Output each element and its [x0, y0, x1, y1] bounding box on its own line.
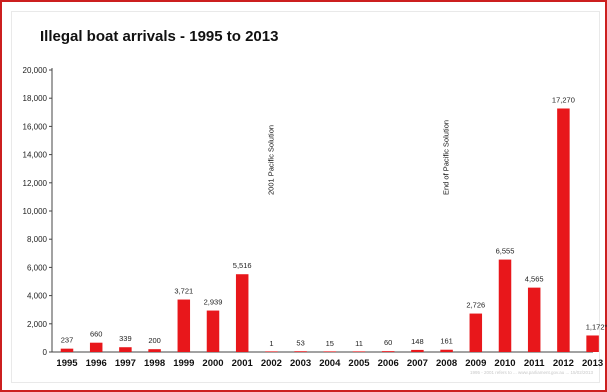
y-tick-label: 16,000: [23, 122, 48, 131]
data-label: 2,939: [204, 298, 223, 307]
chart-axes: 0 2,000 4,000 6,000 8,000 10,000 12,000 14,000 1…: [23, 66, 593, 357]
chart-title: Illegal boat arrivals - 1995 to 2013: [40, 28, 279, 45]
y-tick-label: 12,000: [23, 179, 48, 188]
x-tick-label: 2008: [436, 358, 457, 369]
bar-1997: [119, 347, 132, 352]
y-tick-label: 20,000: [23, 66, 48, 75]
x-tick-label: 2001: [232, 358, 254, 369]
bar-2010: [498, 259, 512, 352]
data-label: 2,726: [466, 301, 485, 310]
x-tick-label: 2002: [261, 358, 282, 369]
x-tick-label: 2007: [407, 358, 428, 369]
annotation-label: End of Pacific Solution: [442, 120, 451, 195]
bar-2004: [323, 351, 337, 352]
bar-2005: [352, 351, 366, 352]
bar-2011: [527, 287, 541, 352]
data-label: 148: [411, 337, 424, 346]
bar-2007: [411, 349, 424, 352]
data-label: 5,516: [233, 261, 252, 270]
bar-2013: [586, 335, 599, 352]
data-label: 11: [355, 339, 363, 348]
bar-1998: [148, 349, 161, 352]
bar-1996: [89, 342, 103, 352]
data-label: 15: [326, 339, 334, 348]
data-label: 339: [119, 334, 132, 343]
data-label: 60: [384, 338, 392, 347]
y-tick-label: 10,000: [23, 207, 48, 216]
chart-labels: 1995 237 1996 660 1997 339 1998 200 1999 3,721 200…: [56, 95, 607, 375]
bar-2000: [206, 310, 220, 352]
x-tick-label: 1995: [56, 358, 78, 369]
x-tick-label: 1999: [173, 358, 194, 369]
data-label: 1: [269, 339, 273, 348]
y-tick-label: 14,000: [23, 151, 48, 160]
data-label: 6,555: [496, 247, 515, 256]
y-tick-label: 6,000: [27, 263, 48, 272]
x-tick-label: 1997: [115, 358, 136, 369]
bar-2012: [557, 108, 570, 352]
bar-1999: [177, 299, 191, 352]
bar-2002: [265, 351, 278, 352]
x-tick-label: 2013: [582, 358, 603, 369]
x-tick-label: 2010: [494, 358, 515, 369]
data-label: 200: [148, 336, 161, 345]
y-tick-label: 8,000: [27, 235, 48, 244]
x-tick-label: 2009: [465, 358, 486, 369]
x-tick-label: 2004: [319, 358, 341, 369]
bar-2009: [469, 313, 483, 352]
y-tick-label: 0: [43, 348, 48, 357]
bar-2001: [235, 274, 249, 352]
annotation-label: 2001 Pacific Solution: [266, 125, 275, 195]
x-tick-label: 2006: [378, 358, 399, 369]
data-label: 3,721: [174, 287, 193, 296]
data-label: 237: [61, 336, 74, 345]
data-label: 4,565: [525, 275, 544, 284]
y-tick-label: 2,000: [27, 320, 48, 329]
data-label: 161: [440, 337, 453, 346]
data-label: 17,270: [552, 95, 575, 104]
footer-note: 1995 - 2001 refers to ... www.parliament…: [470, 370, 593, 375]
bar-2006: [381, 351, 395, 352]
bar-2003: [294, 351, 307, 352]
x-tick-label: 2005: [348, 358, 370, 369]
bar-2008: [440, 349, 453, 352]
y-tick-label: 18,000: [23, 94, 48, 103]
data-label: 660: [90, 330, 103, 339]
y-tick-label: 4,000: [27, 292, 48, 301]
bar-1995: [60, 348, 74, 352]
x-tick-label: 2003: [290, 358, 311, 369]
x-tick-label: 2000: [202, 358, 223, 369]
x-tick-label: 2012: [553, 358, 574, 369]
x-tick-label: 1996: [86, 358, 107, 369]
x-tick-label: 2011: [524, 358, 545, 369]
data-label: 1,172*: [586, 322, 607, 331]
data-label: 53: [296, 338, 304, 347]
chart-bars: [60, 108, 599, 352]
x-tick-label: 1998: [144, 358, 165, 369]
